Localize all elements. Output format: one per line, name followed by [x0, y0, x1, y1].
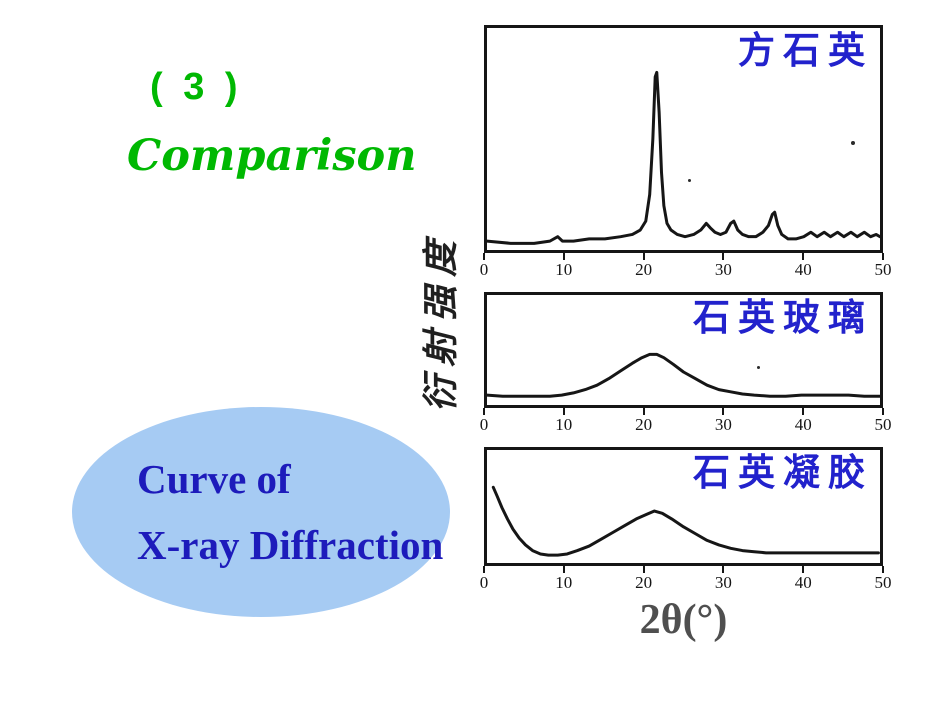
callout-line-2: X-ray Diffraction: [137, 521, 444, 568]
scan-speck: [757, 366, 760, 369]
xrd-panel-quartz-gel: 石英凝胶: [484, 447, 883, 566]
axis-tick: [882, 566, 884, 573]
axis-tick: [722, 566, 725, 573]
axis-tick: [642, 566, 645, 573]
xrd-curve-quartz-glass: [487, 295, 880, 405]
panel-title-cristobalite: 方石英: [738, 31, 873, 72]
axis-tick: [642, 253, 645, 260]
axis-tick-label: 30: [714, 573, 732, 592]
axis-tick-label: 0: [479, 573, 489, 592]
x-axis-quartz-glass: 0 10 20 30 40 50: [480, 408, 892, 447]
axis-tick: [802, 566, 805, 573]
xrd-curve-quartz-gel: [487, 450, 880, 563]
heading-number: ( 3 ): [150, 66, 243, 108]
axis-tick-label: 20: [635, 415, 653, 434]
axis-tick-label: 10: [555, 573, 573, 592]
scan-speck: [688, 179, 691, 182]
scan-speck: [851, 141, 855, 145]
axis-tick-label: 30: [714, 260, 732, 279]
axis-tick: [483, 408, 485, 415]
axis-tick-label: 0: [479, 260, 489, 279]
xrd-panel-quartz-glass: 石英玻璃: [484, 292, 883, 408]
x-axis-cristobalite: 0 10 20 30 40 50: [480, 253, 892, 292]
axis-tick-label: 50: [874, 415, 892, 434]
panel-title-quartz-gel: 石英凝胶: [693, 453, 873, 494]
axis-tick: [882, 408, 884, 415]
x-axis-label: 2θ(°): [639, 597, 728, 643]
x-axis-quartz-gel: 0 10 20 30 40 50: [480, 566, 892, 592]
axis-tick: [642, 408, 645, 415]
panel-title-quartz-glass: 石英玻璃: [693, 298, 873, 339]
callout-line-1: Curve of: [137, 456, 291, 502]
heading-comparison: Comparison: [127, 131, 417, 181]
chart-stack: 方石英 0 10 20 30 40 50 石英玻璃 0 10 20 30 40 50 石英凝胶 0 1…: [480, 25, 892, 592]
axis-tick: [882, 253, 884, 260]
axis-tick-label: 40: [794, 260, 812, 279]
axis-tick: [562, 408, 565, 415]
axis-tick-label: 30: [714, 415, 732, 434]
xrd-panel-cristobalite: 方石英: [484, 25, 883, 253]
axis-tick: [483, 253, 485, 260]
axis-tick-label: 40: [794, 573, 812, 592]
axis-tick-label: 50: [874, 260, 892, 279]
axis-tick-label: 40: [794, 415, 812, 434]
axis-tick-label: 20: [635, 573, 653, 592]
callout-text: Curve of X-ray Diffraction: [137, 447, 443, 578]
axis-tick: [562, 566, 565, 573]
axis-tick: [802, 253, 805, 260]
axis-tick: [483, 566, 485, 573]
axis-tick-label: 50: [874, 573, 892, 592]
xrd-curve-cristobalite: [487, 28, 880, 250]
axis-tick-label: 10: [555, 260, 573, 279]
axis-tick: [562, 253, 565, 260]
axis-tick: [722, 408, 725, 415]
axis-tick: [802, 408, 805, 415]
y-axis-label: 衍射强度: [421, 232, 461, 413]
axis-tick-label: 10: [555, 415, 573, 434]
axis-tick-label: 0: [479, 415, 489, 434]
axis-tick-label: 20: [635, 260, 653, 279]
highlight-ellipse: [72, 407, 450, 617]
axis-tick: [722, 253, 725, 260]
